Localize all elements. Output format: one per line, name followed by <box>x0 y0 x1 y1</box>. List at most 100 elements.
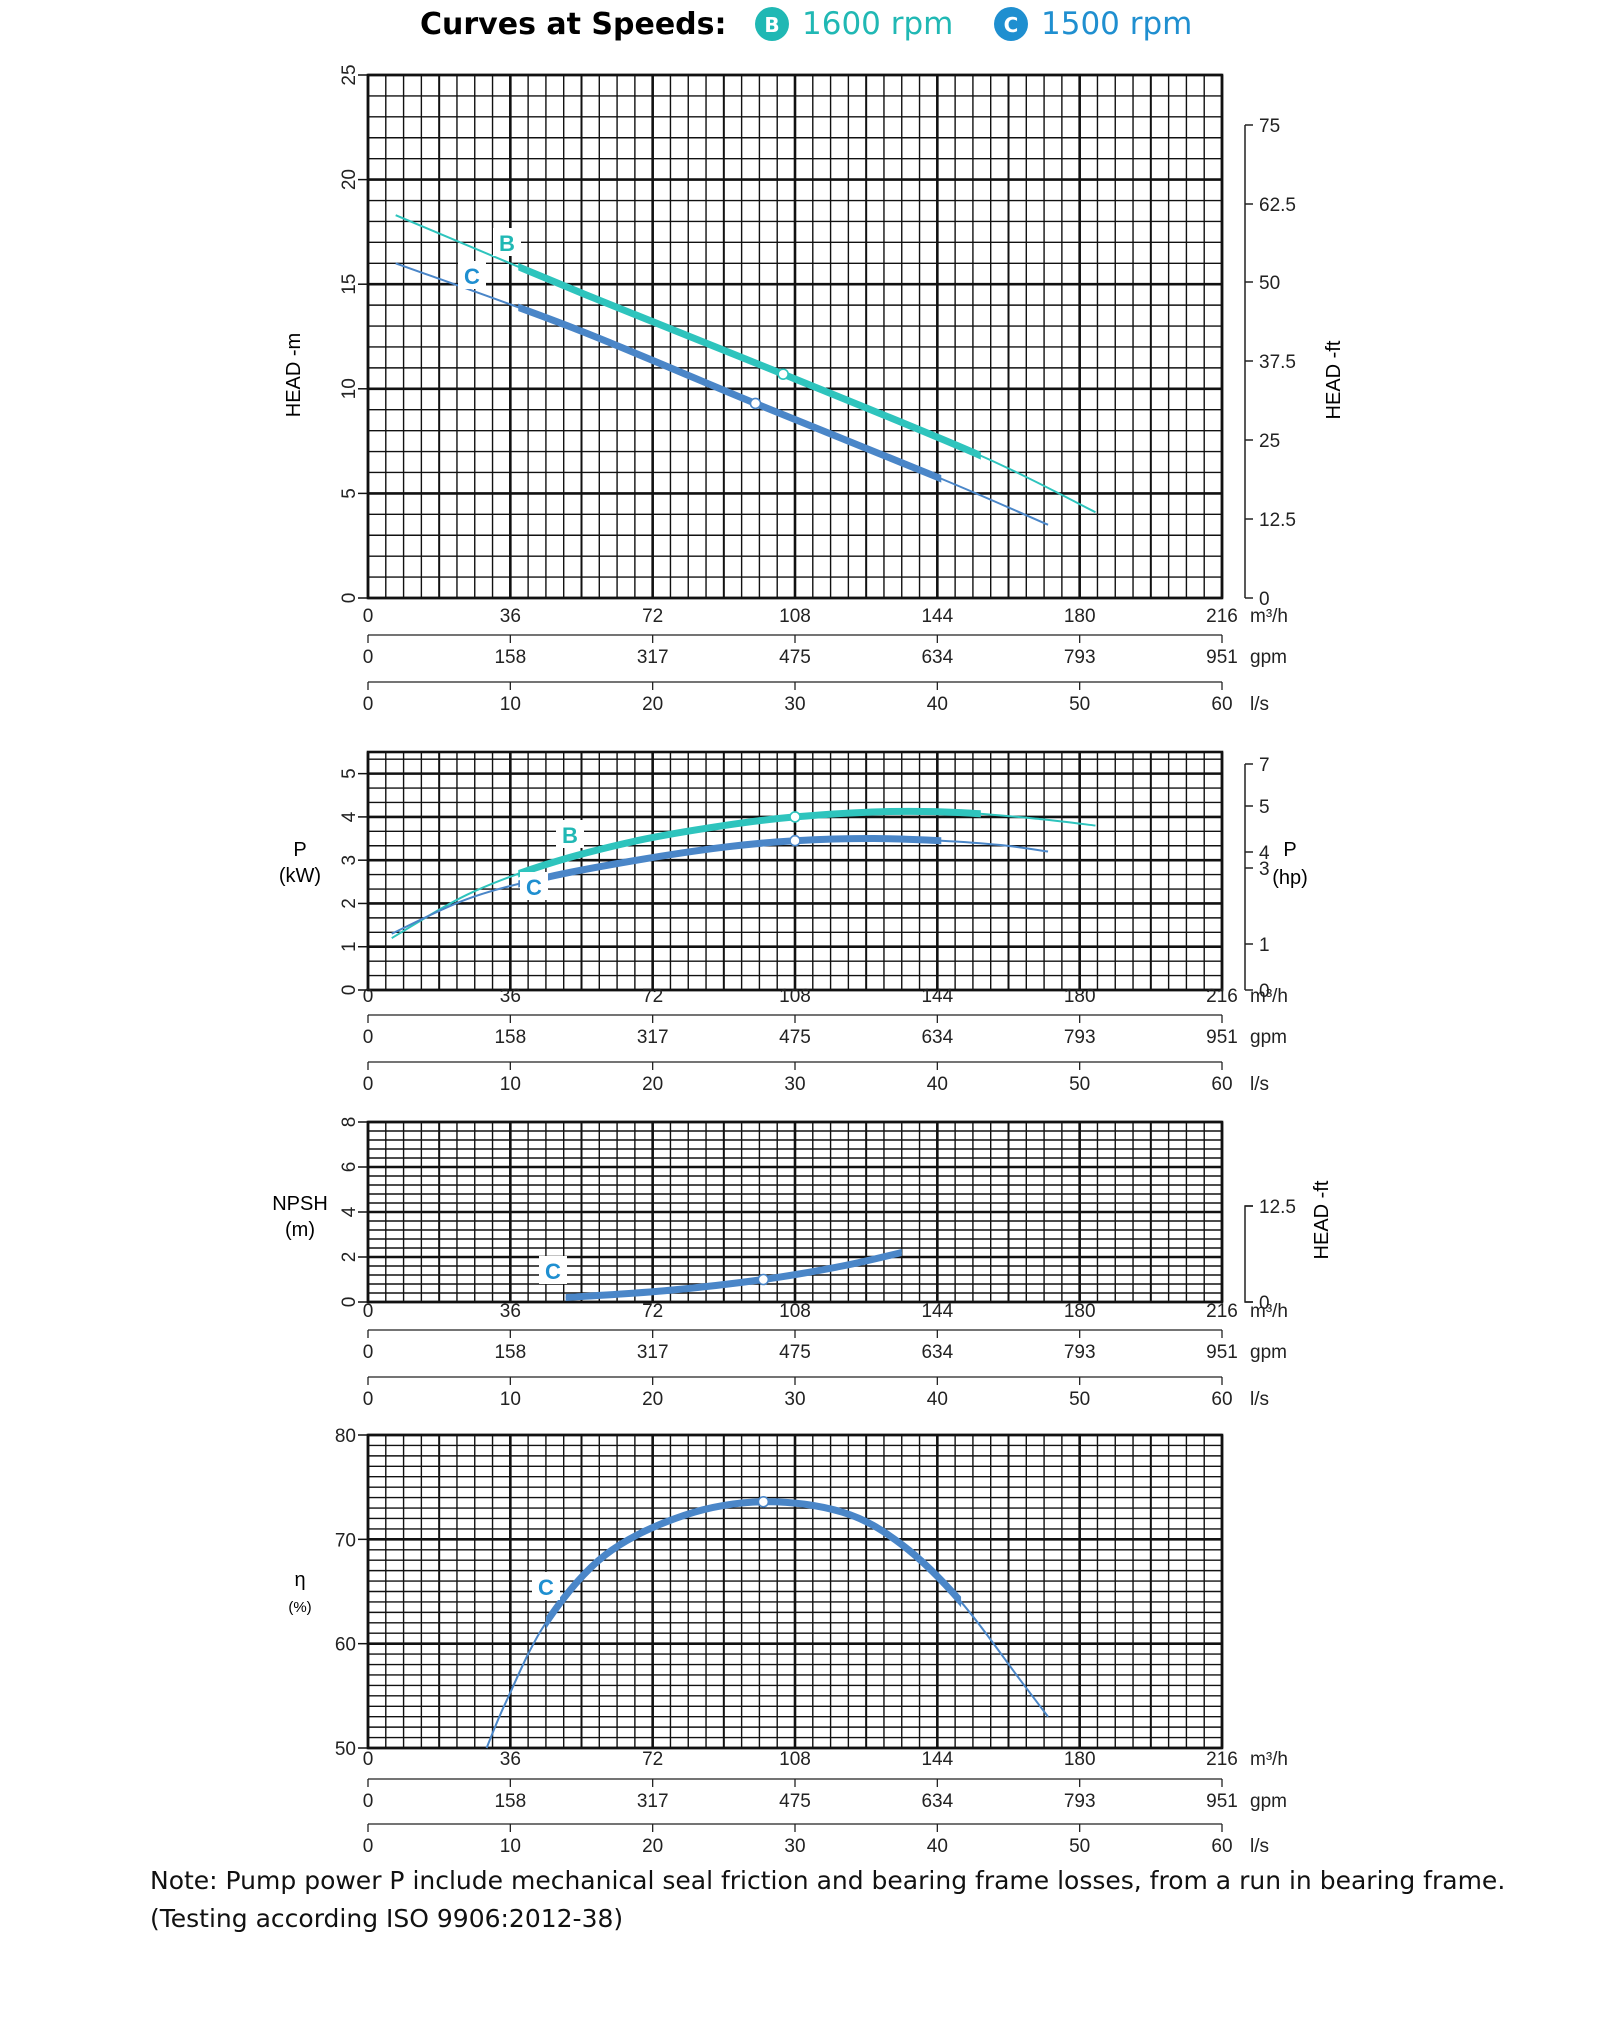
x-tick-label: 30 <box>784 1836 805 1857</box>
right-tick-label: 37.5 <box>1259 352 1296 373</box>
y-axis-label-unit: (%) <box>288 1599 311 1616</box>
x-axis-m3h: 0 36 72 108 144 180 216 m³/h <box>363 1749 1288 1770</box>
curves <box>395 214 1096 526</box>
chart-header: Curves at Speeds: B 1600 rpm C 1500 rpm <box>420 6 1192 42</box>
x-tick-label: 36 <box>500 606 521 627</box>
x-tick-label: 108 <box>779 1749 811 1770</box>
x-tick-label: 0 <box>363 986 374 1007</box>
x-axis-unit: gpm <box>1250 647 1287 668</box>
x-axis-unit: m³/h <box>1250 606 1288 627</box>
x-axis-unit: m³/h <box>1250 1749 1288 1770</box>
right-axis: 0 12.5 HEAD -ft <box>1244 1180 1333 1314</box>
x-axis-unit: l/s <box>1250 1389 1269 1410</box>
x-axis-gpm: 0 158 317 475 634 793 951 gpm <box>363 1778 1287 1812</box>
x-axis-end-label: 951 <box>1206 647 1238 668</box>
y-tick-label: 2 <box>339 1252 360 1263</box>
curves <box>391 807 1096 939</box>
curve-tag-c: C <box>545 1259 561 1284</box>
plot-frame <box>366 1433 1224 1750</box>
bep-marker <box>749 397 762 410</box>
bep-marker <box>777 368 789 380</box>
curve-tag-c: C <box>538 1575 554 1600</box>
x-axis-unit: gpm <box>1250 1342 1287 1363</box>
x-tick-label: 30 <box>784 1389 805 1410</box>
right-tick-label: 0 <box>1259 1293 1270 1314</box>
x-axis-end-label: 60 <box>1211 1389 1232 1410</box>
x-axis-m3h: 0 36 72 108 144 180 216 m³/h <box>363 1301 1288 1322</box>
x-tick-label: 50 <box>1069 694 1090 715</box>
x-tick-label: 634 <box>921 1791 953 1812</box>
curve-c-thin <box>395 262 1049 526</box>
curve-tag-bg <box>458 261 486 289</box>
x-tick-label: 0 <box>363 1791 374 1812</box>
x-axis-ls: 0 10 20 30 40 50 60 l/s <box>363 1061 1269 1095</box>
x-axis-gpm: 0 158 317 475 634 793 951 gpm <box>363 1329 1287 1363</box>
x-axis-end-label: 216 <box>1206 986 1238 1007</box>
right-axis: 0 1 34 5 7 P (hp) <box>1244 755 1308 1002</box>
x-tick-label: 72 <box>642 1301 663 1322</box>
x-tick-label: 72 <box>642 986 663 1007</box>
x-axis-unit: m³/h <box>1250 986 1288 1007</box>
curve-b-operating-range <box>518 807 981 878</box>
x-tick-label: 475 <box>779 1342 811 1363</box>
x-axis-gpm: 0 158 317 475 634 793 951 gpm <box>363 634 1287 668</box>
right-tick-label: 50 <box>1259 273 1280 294</box>
right-axis-label: HEAD -ft <box>1311 1180 1333 1259</box>
x-tick-label: 144 <box>921 986 953 1007</box>
x-tick-label: 0 <box>363 606 374 627</box>
x-tick-label: 144 <box>921 1749 953 1770</box>
curve-tag-c: C <box>464 264 480 289</box>
x-tick-label: 36 <box>500 1301 521 1322</box>
plot-frame <box>366 73 1224 600</box>
curve-tag-bg <box>520 872 548 900</box>
right-axis-bracket <box>1244 1205 1253 1303</box>
footnote-line-2: (Testing according ISO 9906:2012-38) <box>150 1904 624 1933</box>
x-axis-unit: l/s <box>1250 694 1269 715</box>
x-tick-label: 317 <box>637 647 669 668</box>
y-tick-label: 0 <box>339 985 360 996</box>
y-tick-labels: 0 2 4 6 8 <box>339 1117 368 1307</box>
y-tick-label: 60 <box>335 1635 356 1656</box>
right-tick-label: 4 <box>1259 843 1270 864</box>
x-axis-end-label: 951 <box>1206 1791 1238 1812</box>
speed-badge-c-letter: C <box>1004 13 1019 37</box>
x-axis-gpm: 0 158 317 475 634 793 951 gpm <box>363 1014 1287 1048</box>
y-tick-label: 2 <box>339 898 360 909</box>
y-axis-label-unit: (kW) <box>279 865 321 887</box>
y-tick-label: 4 <box>339 1206 360 1217</box>
x-tick-label: 20 <box>642 1074 663 1095</box>
x-axis-m3h: 0 36 72 108 144 180 216 m³/h <box>363 606 1288 627</box>
x-tick-label: 0 <box>363 1027 374 1048</box>
x-tick-label: 158 <box>494 1791 526 1812</box>
x-tick-label: 30 <box>784 694 805 715</box>
x-tick-label: 317 <box>637 1027 669 1048</box>
x-tick-label: 317 <box>637 1791 669 1812</box>
bep-marker <box>757 1495 770 1508</box>
y-axis-label: η <box>294 1569 305 1591</box>
x-tick-label: 793 <box>1064 1791 1096 1812</box>
x-tick-label: 144 <box>921 606 953 627</box>
x-tick-label: 317 <box>637 1342 669 1363</box>
right-tick-label: 0 <box>1259 589 1270 610</box>
speed-label-c: 1500 rpm <box>1041 6 1192 42</box>
x-tick-label: 50 <box>1069 1389 1090 1410</box>
curve-c-operating-range <box>518 835 942 888</box>
right-tick-label: 12.5 <box>1259 1197 1296 1218</box>
x-tick-label: 40 <box>927 694 948 715</box>
y-tick-label: 70 <box>335 1530 356 1551</box>
speed-badge-c <box>994 7 1028 41</box>
x-tick-label: 108 <box>779 606 811 627</box>
plot-frame <box>366 750 1224 992</box>
chart-panel-1: 0 5 10 15 20 25 HEAD -m 0 12.5 25 37.5 50 62.5 75 HEAD… <box>283 64 1345 715</box>
x-axis-end-label: 951 <box>1206 1342 1238 1363</box>
x-tick-label: 10 <box>500 1836 521 1857</box>
x-tick-label: 0 <box>363 1301 374 1322</box>
x-axis-end-label: 60 <box>1211 1074 1232 1095</box>
footnote-line-1: Note: Pump power P include mechanical se… <box>150 1866 1506 1895</box>
x-axis-end-label: 216 <box>1206 1749 1238 1770</box>
x-axis-end-label: 60 <box>1211 1836 1232 1857</box>
curve-tag-b: B <box>562 823 578 848</box>
bep-marker <box>789 811 801 823</box>
